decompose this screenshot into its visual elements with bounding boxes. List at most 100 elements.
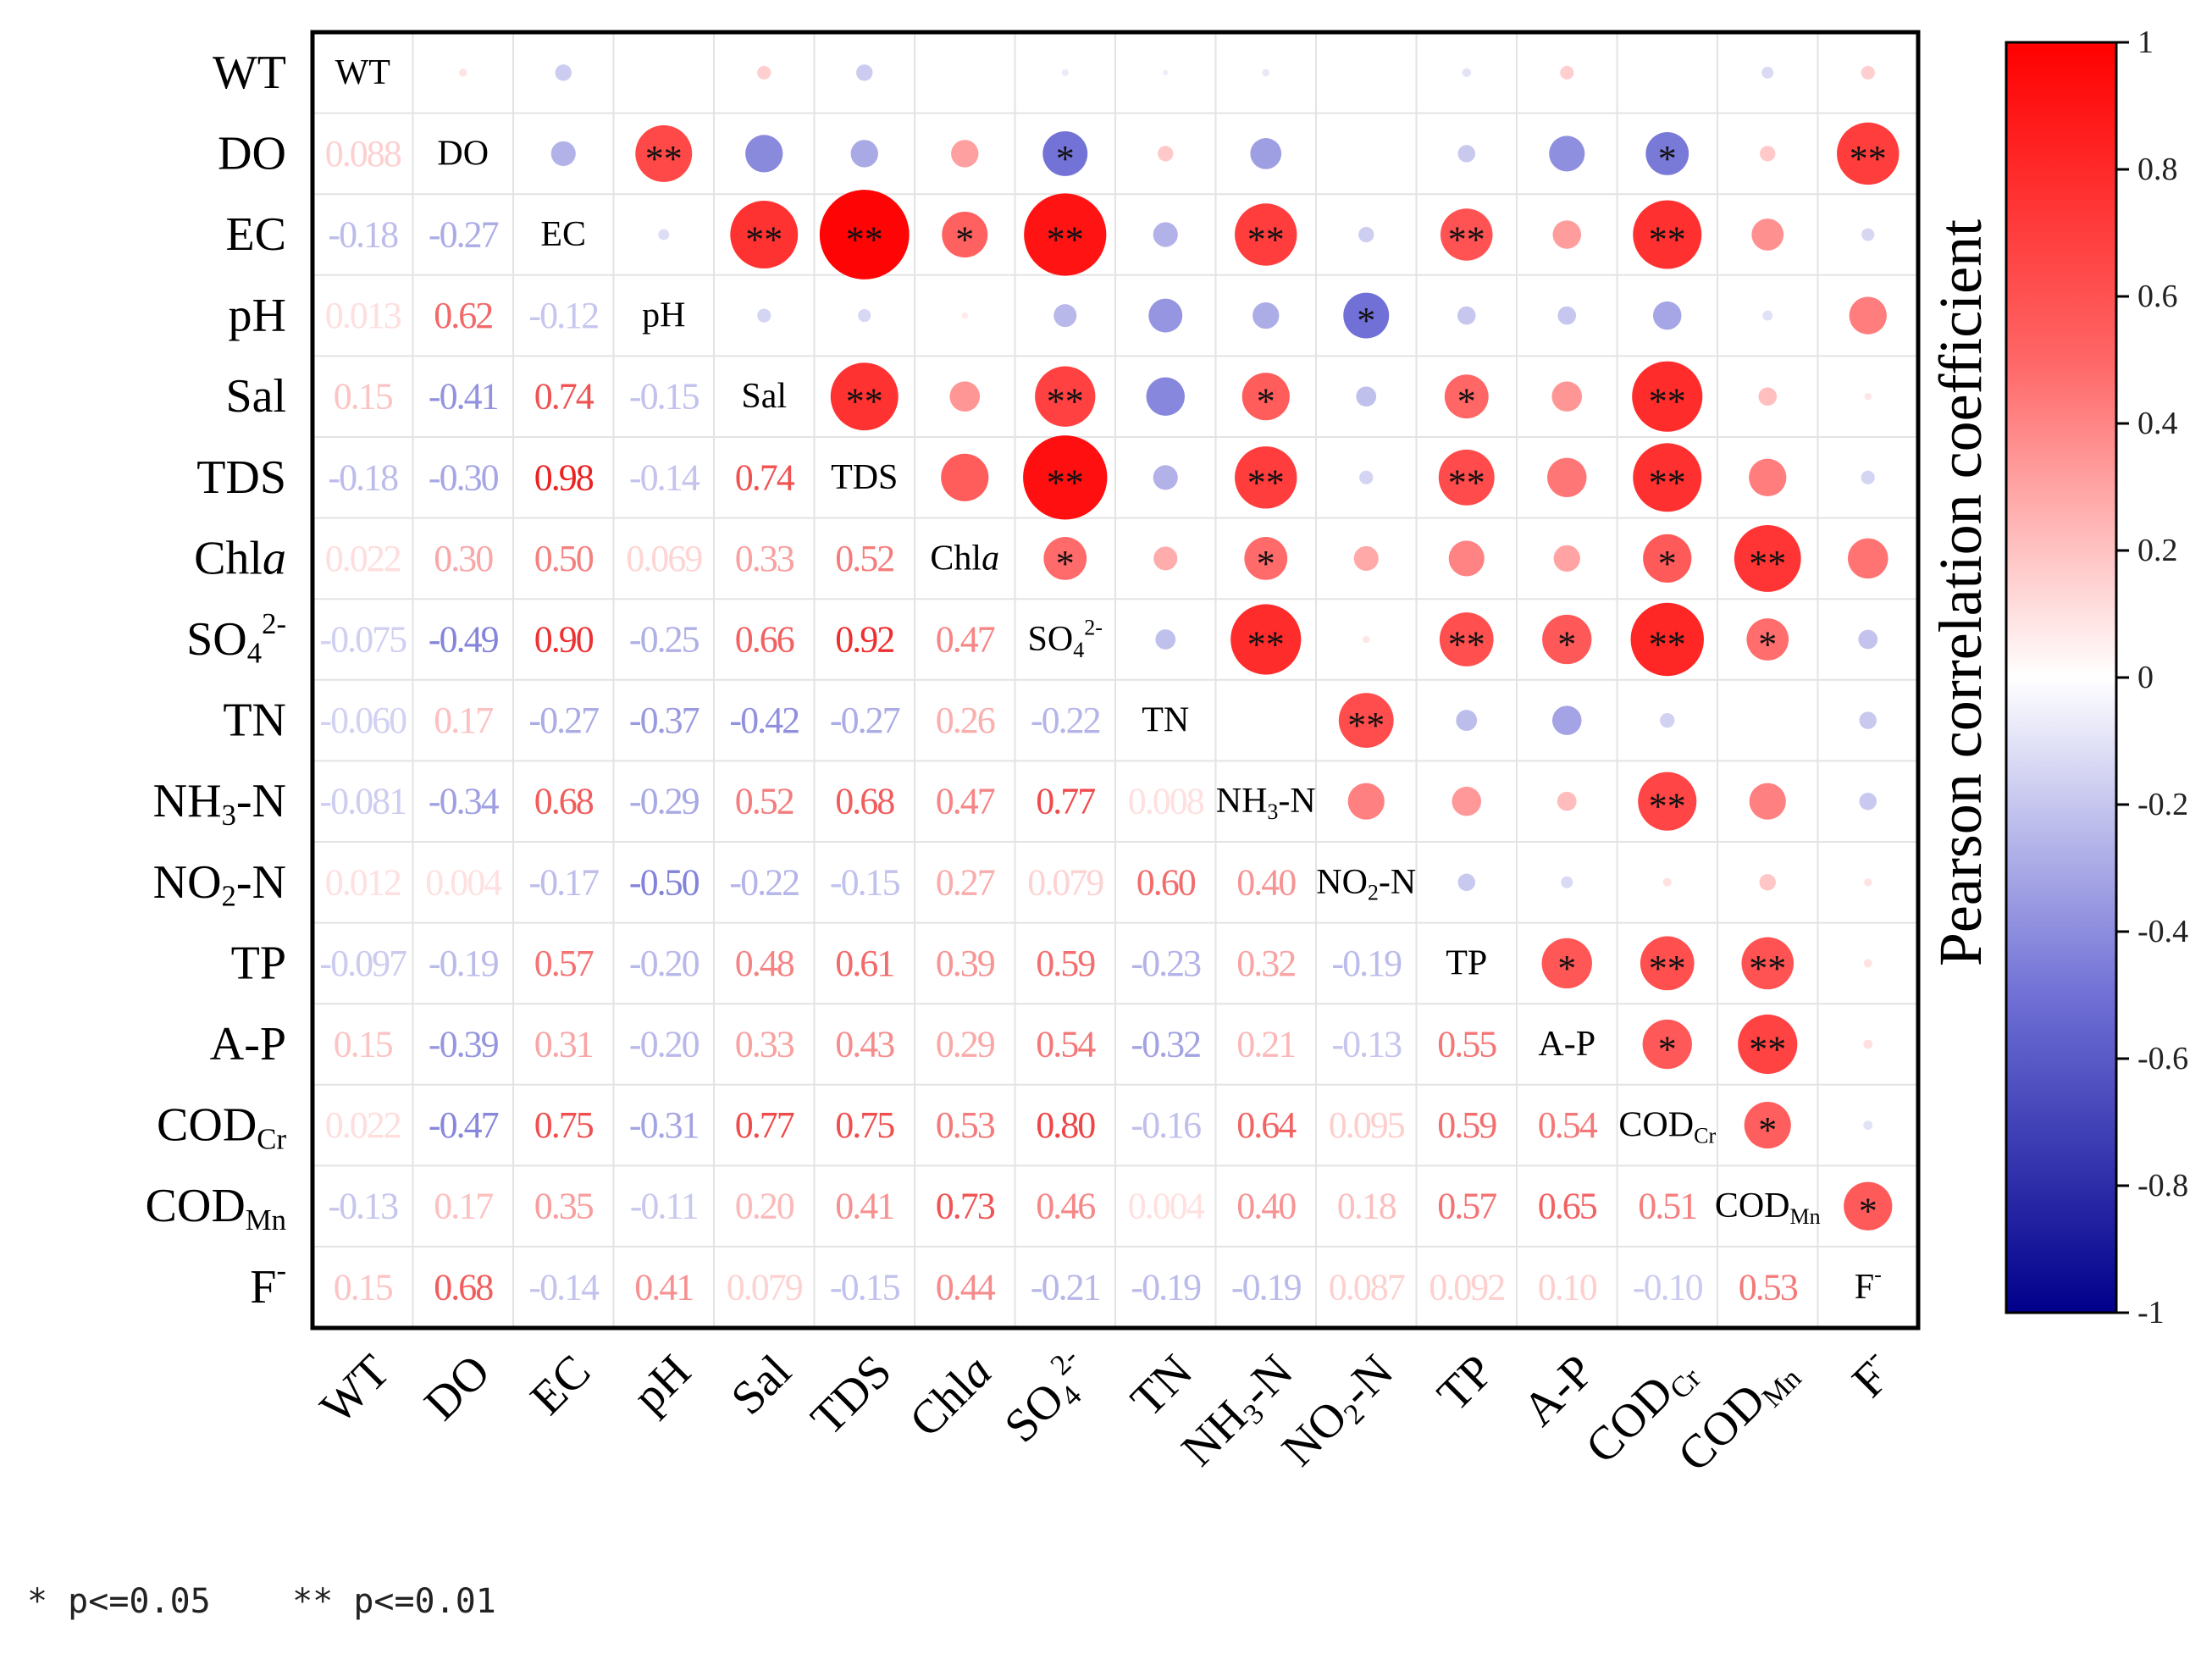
variable-label: WT xyxy=(335,53,390,92)
colorbar-tick-label: 1 xyxy=(2137,25,2154,60)
correlation-value: -0.17 xyxy=(528,861,599,903)
correlation-value: 0.41 xyxy=(634,1266,693,1308)
correlation-value: -0.20 xyxy=(629,1024,700,1065)
variable-label: A-P xyxy=(1538,1025,1595,1064)
correlation-value: 0.66 xyxy=(735,619,794,661)
correlation-value: 0.079 xyxy=(1027,861,1103,903)
variable-label: TDS xyxy=(801,1345,902,1446)
x-axis-label: NH3-N xyxy=(1172,1345,1303,1476)
correlation-value: -0.19 xyxy=(1331,943,1402,984)
significance-marker: ** xyxy=(846,381,883,423)
correlation-circle xyxy=(1265,720,1267,722)
correlation-value: 0.41 xyxy=(835,1186,893,1227)
correlation-circle xyxy=(757,308,771,323)
correlation-circle xyxy=(1553,545,1580,573)
correlation-circle xyxy=(1557,791,1577,811)
correlation-circle xyxy=(1666,71,1668,74)
correlation-value: -0.22 xyxy=(1031,700,1100,741)
correlation-circle xyxy=(745,135,783,173)
correlation-circle xyxy=(1662,877,1672,887)
significance-marker: ** xyxy=(1047,462,1084,503)
variable-label: DO xyxy=(218,127,286,180)
correlation-circle xyxy=(1153,465,1178,490)
correlation-value: 0.088 xyxy=(325,133,401,174)
correlation-circle xyxy=(1744,1102,1791,1149)
variable-label: A-P xyxy=(210,1018,286,1070)
correlation-value: -0.27 xyxy=(429,214,499,256)
correlation-value: -0.16 xyxy=(1131,1104,1201,1146)
correlation-circle xyxy=(858,309,871,323)
correlation-circle xyxy=(1734,524,1801,592)
correlation-value: -0.32 xyxy=(1131,1024,1200,1065)
correlation-circle xyxy=(1760,146,1776,162)
correlation-value: 0.53 xyxy=(1739,1266,1798,1308)
significance-marker: ** xyxy=(1649,219,1686,261)
correlation-value: -0.18 xyxy=(328,456,398,498)
correlation-value: 0.079 xyxy=(727,1266,803,1308)
correlation-value: -0.15 xyxy=(830,1266,900,1308)
correlation-value: -0.19 xyxy=(429,943,499,984)
significance-marker: ** xyxy=(1850,138,1887,180)
colorbar-tick-label: 0.4 xyxy=(2137,406,2178,441)
correlation-value: -0.15 xyxy=(830,861,900,903)
correlation-value: -0.081 xyxy=(319,781,406,822)
significance-marker: ** xyxy=(1749,543,1786,584)
variable-label: Sal xyxy=(225,370,286,423)
significance-marker: * xyxy=(1056,543,1075,584)
correlation-value: 0.44 xyxy=(936,1266,996,1308)
significance-marker: ** xyxy=(1649,786,1686,827)
correlation-value: 0.59 xyxy=(1437,1104,1496,1146)
correlation-value: -0.20 xyxy=(629,943,700,984)
correlation-circle xyxy=(1552,220,1581,249)
correlation-circle xyxy=(1042,130,1088,176)
variable-label: TP xyxy=(231,937,286,989)
variable-label: Chla xyxy=(194,532,286,584)
correlation-value: 0.40 xyxy=(1236,861,1296,903)
correlation-circle xyxy=(1633,443,1702,512)
correlation-value: 0.61 xyxy=(835,943,893,984)
correlation-circle xyxy=(951,140,979,168)
correlation-circle xyxy=(1551,705,1582,735)
significance-marker: * xyxy=(1557,624,1576,666)
correlation-value: 0.10 xyxy=(1538,1266,1597,1308)
correlation-value: 0.54 xyxy=(1538,1104,1598,1146)
variable-label: Chla xyxy=(899,1345,1002,1447)
colorbar-tick-label: -0.2 xyxy=(2137,787,2188,822)
correlation-circle xyxy=(1758,387,1778,407)
correlation-circle xyxy=(1456,710,1478,732)
plot-frame xyxy=(310,30,1921,1330)
colorbar-tick-label: -1 xyxy=(2137,1295,2165,1330)
correlation-circle xyxy=(1762,310,1773,321)
significance-marker: ** xyxy=(1448,624,1485,666)
correlation-circle xyxy=(819,190,910,279)
correlation-value: 0.27 xyxy=(936,861,995,903)
correlation-circle xyxy=(1837,122,1900,185)
significance-marker: ** xyxy=(1749,948,1786,989)
correlation-circle xyxy=(1749,783,1786,820)
variable-label: CODCr xyxy=(157,1099,286,1155)
correlation-value: -0.30 xyxy=(429,456,499,498)
significance-marker: ** xyxy=(1247,462,1285,503)
correlation-value: 0.74 xyxy=(534,376,594,418)
correlation-circle xyxy=(658,229,670,241)
variable-label: DO xyxy=(415,1345,500,1430)
correlation-value: 0.15 xyxy=(334,1266,393,1308)
variable-label: TN xyxy=(223,694,286,747)
correlation-circle xyxy=(1148,298,1183,333)
significance-marker: * xyxy=(1658,1029,1677,1070)
correlation-value: -0.50 xyxy=(629,861,700,903)
correlation-circle xyxy=(1250,138,1282,169)
significance-marker: ** xyxy=(1649,624,1686,666)
correlation-circle xyxy=(1541,938,1592,989)
correlation-circle xyxy=(1551,381,1583,412)
correlation-value: -0.13 xyxy=(1331,1024,1402,1065)
correlation-value: 0.47 xyxy=(936,619,995,661)
correlation-value: -0.18 xyxy=(328,214,398,256)
correlation-value: -0.41 xyxy=(429,376,498,418)
variable-label: NO2-N xyxy=(1316,863,1416,904)
correlation-value: -0.10 xyxy=(1633,1266,1703,1308)
correlation-circle xyxy=(850,140,878,168)
colorbar-tick-label: 0 xyxy=(2137,660,2154,695)
correlation-circle xyxy=(942,212,988,257)
correlation-circle xyxy=(1749,458,1787,496)
